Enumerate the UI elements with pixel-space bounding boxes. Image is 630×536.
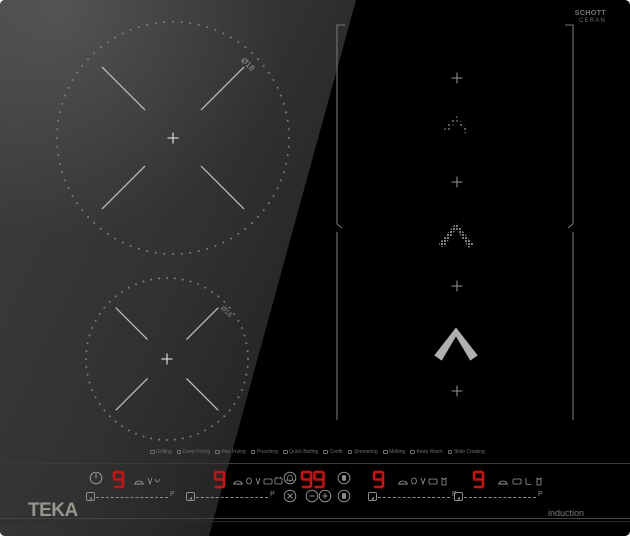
- svg-text:CERAN: CERAN: [579, 18, 606, 24]
- svg-text:SCHOTT: SCHOTT: [575, 8, 607, 17]
- svg-text:Ø16: Ø16: [219, 305, 233, 319]
- svg-text:Ø18: Ø18: [239, 56, 256, 73]
